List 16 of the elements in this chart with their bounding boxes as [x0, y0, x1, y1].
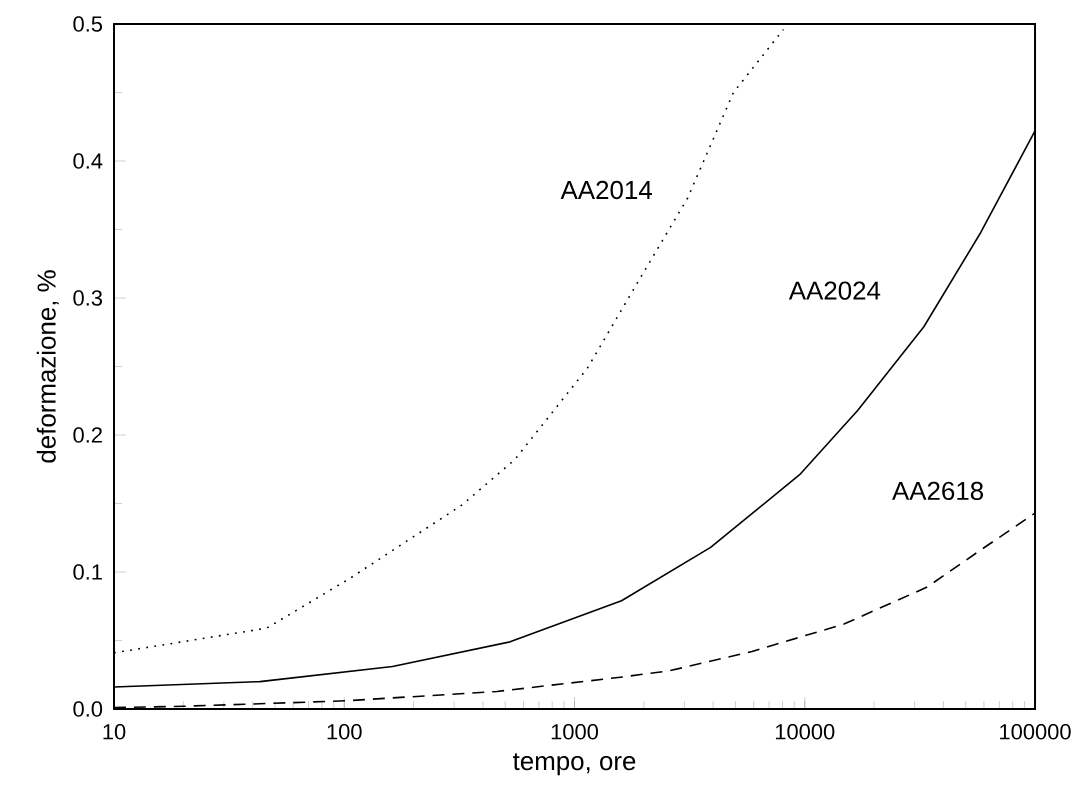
y-tick-label: 0.1 [73, 564, 102, 580]
series-label: AA2014 [560, 180, 652, 200]
y-tick-label: 0.5 [73, 16, 103, 32]
x-tick-label: 100000 [1000, 724, 1071, 740]
x-tick-label: 10 [103, 724, 126, 740]
y-axis-title: deformazione, % [36, 270, 59, 463]
series-label: AA2618 [892, 481, 984, 501]
x-tick-label: 10000 [775, 724, 835, 740]
y-tick-label: 0.2 [73, 427, 102, 443]
y-tick-label: 0.4 [73, 153, 103, 169]
x-tick-label: 100 [327, 724, 362, 740]
x-tick-label: 1000 [551, 724, 599, 740]
x-axis-title: tempo, ore [513, 753, 636, 776]
series-label: AA2024 [788, 281, 881, 300]
y-tick-label: 0.0 [73, 701, 103, 717]
y-tick-label: 0.3 [73, 290, 103, 306]
